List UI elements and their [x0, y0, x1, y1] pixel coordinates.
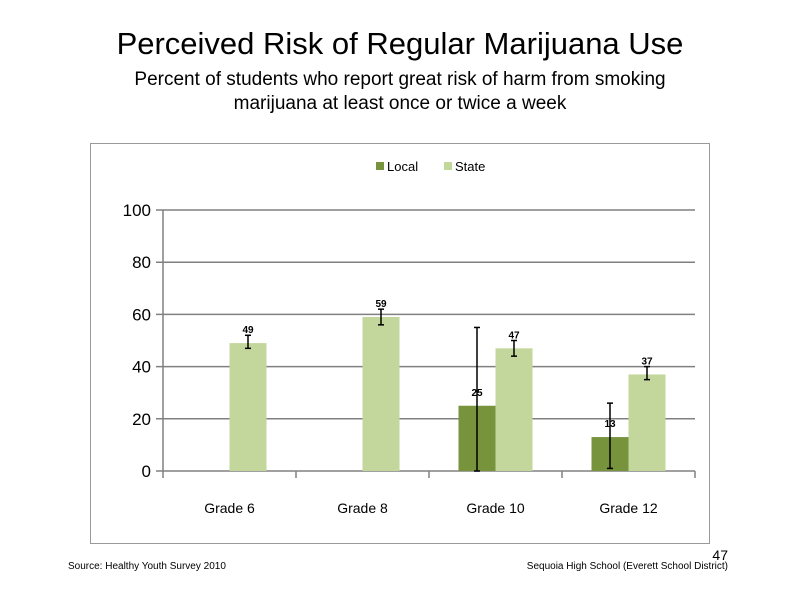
y-tick-label: 20 — [132, 410, 151, 429]
page-number: 47 — [712, 547, 728, 563]
y-tick-label: 80 — [132, 253, 151, 272]
data-label: 13 — [604, 419, 616, 430]
data-label: 47 — [508, 330, 520, 341]
legend-swatch-local — [376, 162, 384, 170]
source-note: Source: Healthy Youth Survey 2010 — [68, 561, 226, 572]
x-tick-label: Grade 8 — [337, 500, 388, 516]
data-label: 25 — [471, 388, 483, 399]
x-tick-label: Grade 6 — [204, 500, 255, 516]
x-tick-label: Grade 10 — [466, 500, 525, 516]
bar-state-grade-10 — [495, 348, 533, 471]
data-label: 59 — [375, 299, 387, 310]
y-tick-label: 100 — [123, 201, 151, 220]
bar-state-grade-6 — [229, 343, 267, 471]
legend-swatch-state — [444, 162, 452, 170]
school-name: Sequoia High School (Everett School Dist… — [526, 561, 728, 572]
slide-title: Perceived Risk of Regular Marijuana Use — [116, 26, 684, 61]
bar-state-grade-12 — [628, 374, 666, 471]
data-label: 49 — [242, 325, 254, 336]
y-tick-label: 40 — [132, 358, 151, 377]
bar-state-grade-8 — [362, 317, 400, 471]
y-tick-label: 0 — [142, 462, 151, 481]
chart-frame — [90, 143, 710, 544]
slide-subtitle: Percent of students who report great ris… — [134, 69, 666, 114]
legend-label-local: Local — [387, 159, 418, 174]
x-tick-label: Grade 12 — [599, 500, 658, 516]
y-tick-label: 60 — [132, 305, 151, 324]
data-label: 37 — [641, 356, 653, 367]
legend-label-state: State — [455, 159, 485, 174]
